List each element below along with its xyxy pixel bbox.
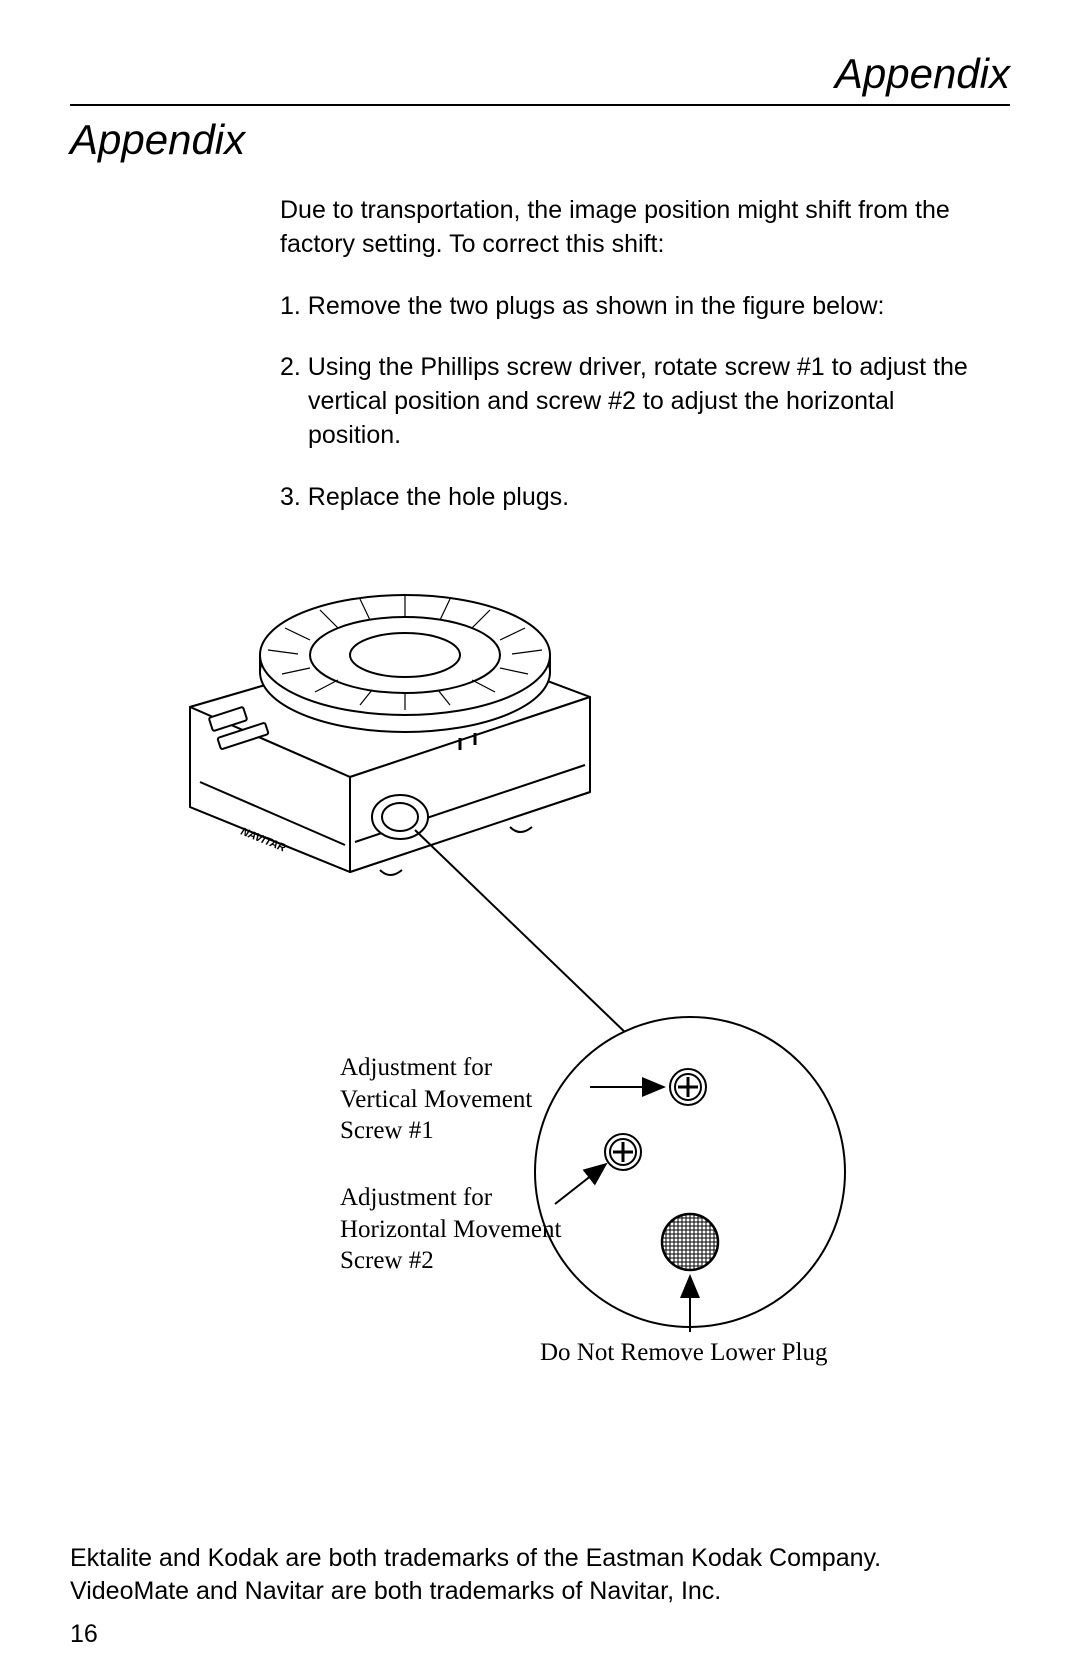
leader-line	[415, 830, 630, 1037]
screw-1-icon	[670, 1069, 706, 1105]
footer: Ektalite and Kodak are both trademarks o…	[70, 1542, 1010, 1610]
screw-2-icon	[605, 1134, 641, 1170]
callout-lower-text: Do Not Remove Lower Plug	[540, 1339, 827, 1366]
page: Appendix Appendix Due to transportation,…	[0, 0, 1080, 1669]
section-title: Appendix	[70, 116, 1010, 164]
page-number: 16	[70, 1620, 98, 1649]
footer-line-2: VideoMate and Navitar are both trademark…	[70, 1577, 721, 1605]
callout-horizontal-text: Adjustment forHorizontal MovementScrew #…	[340, 1184, 561, 1274]
body-text: Due to transportation, the image positio…	[280, 194, 970, 514]
carousel-tray	[260, 595, 550, 732]
step-3: 3. Replace the hole plugs.	[280, 481, 970, 515]
callout-vertical-text: Adjustment forVertical MovementScrew #1	[340, 1054, 532, 1144]
figure: NAVITAR	[70, 542, 1010, 1422]
callout-horizontal: Adjustment forHorizontal MovementScrew #…	[340, 1182, 590, 1276]
header-rule	[70, 104, 1010, 106]
callout-lower-plug: Do Not Remove Lower Plug	[540, 1337, 827, 1368]
lower-plug-icon	[662, 1214, 718, 1270]
callout-vertical: Adjustment forVertical MovementScrew #1	[340, 1052, 570, 1146]
step-1: 1. Remove the two plugs as shown in the …	[280, 290, 970, 324]
diagram-svg: NAVITAR	[70, 542, 1010, 1422]
intro-paragraph: Due to transportation, the image positio…	[280, 194, 970, 262]
running-header: Appendix	[70, 50, 1010, 98]
step-2: 2. Using the Phillips screw driver, rota…	[280, 351, 970, 452]
footer-line-1: Ektalite and Kodak are both trademarks o…	[70, 1544, 881, 1572]
